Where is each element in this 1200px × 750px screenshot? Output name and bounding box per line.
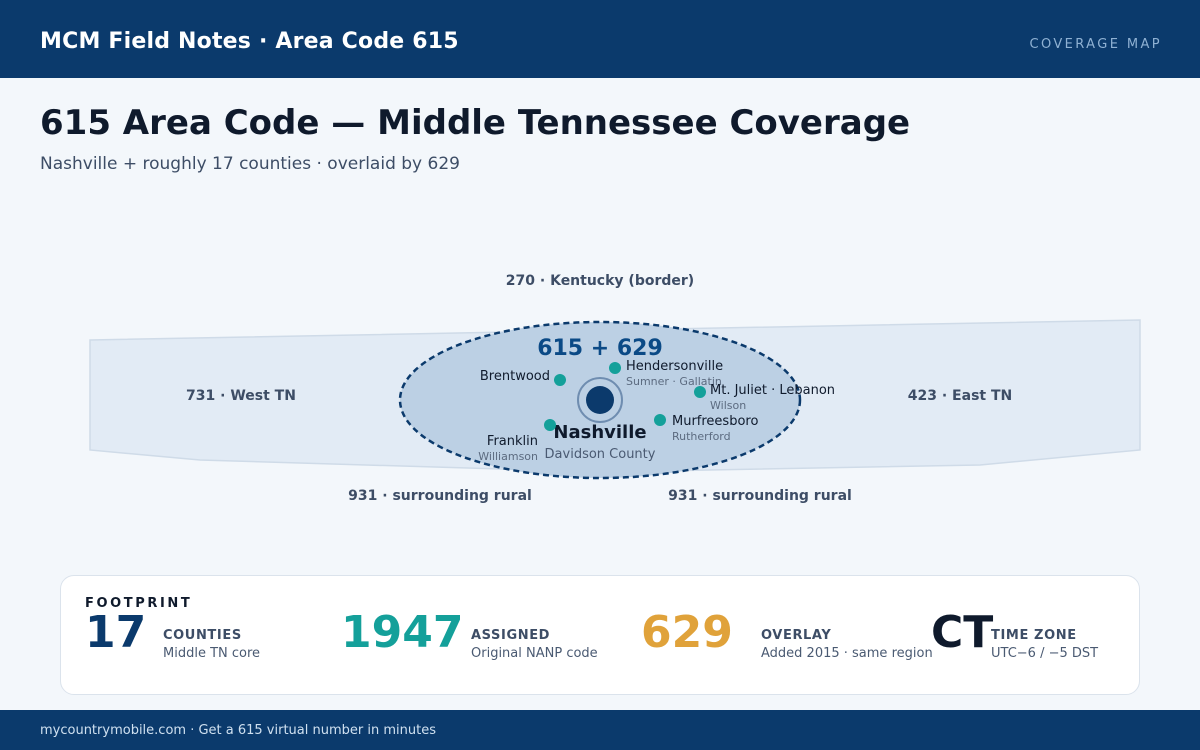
hendersonville-marker-icon xyxy=(609,362,621,374)
footer-bar: mycountrymobile.com · Get a 615 virtual … xyxy=(0,710,1200,750)
top-bar: MCM Field Notes · Area Code 615 COVERAGE… xyxy=(0,0,1200,78)
brentwood-marker-icon xyxy=(554,374,566,386)
nashville-marker-icon xyxy=(586,386,614,414)
stat-timezone-desc: UTC−6 / −5 DST xyxy=(991,646,1099,661)
south-neighbor-label-right: 931 · surrounding rural xyxy=(668,488,852,504)
county-label-rutherford: Rutherford xyxy=(672,430,731,443)
county-label-sumner: Sumner · Gallatin xyxy=(626,375,722,388)
page-title: 615 Area Code — Middle Tennessee Coverag… xyxy=(40,103,911,143)
north-neighbor-label: 270 · Kentucky (border) xyxy=(506,273,694,289)
stat-overlay-value: 629 xyxy=(641,607,733,658)
murfreesboro-marker-icon xyxy=(654,414,666,426)
city-label-mt-juliet: Mt. Juliet · Lebanon xyxy=(710,383,835,398)
stat-overlay-desc: Added 2015 · same region xyxy=(761,646,933,661)
nashville-ring xyxy=(577,377,623,423)
city-label-brentwood: Brentwood xyxy=(480,369,550,384)
footprint-card: FOOTPRINT 17 COUNTIES Middle TN core 194… xyxy=(60,575,1140,695)
city-label-hendersonville: Hendersonville xyxy=(626,359,723,374)
footer-link[interactable]: mycountrymobile.com · Get a 615 virtual … xyxy=(40,723,436,738)
stat-assigned-desc: Original NANP code xyxy=(471,646,598,661)
center-county-label: Davidson County xyxy=(545,447,656,462)
mt-juliet-marker-icon xyxy=(694,386,706,398)
city-label-murfreesboro: Murfreesboro xyxy=(672,414,758,429)
stat-counties-value: 17 xyxy=(85,607,147,658)
section-label: COVERAGE MAP xyxy=(1029,37,1162,52)
stat-counties-desc: Middle TN core xyxy=(163,646,261,661)
stat-timezone-title: TIME ZONE xyxy=(991,628,1077,643)
franklin-marker-icon xyxy=(544,419,556,431)
stat-timezone-value: CT xyxy=(931,607,994,658)
footprint-label: FOOTPRINT xyxy=(85,596,193,611)
stat-assigned-title: ASSIGNED xyxy=(471,628,551,643)
south-neighbor-label-left: 931 · surrounding rural xyxy=(348,488,532,504)
center-city-label: Nashville xyxy=(553,422,646,443)
page-subtitle: Nashville + roughly 17 counties · overla… xyxy=(40,154,460,174)
stat-assigned-value: 1947 xyxy=(341,607,464,658)
stat-overlay-title: OVERLAY xyxy=(761,628,832,643)
county-label-williamson: Williamson xyxy=(478,450,538,463)
brand-title: MCM Field Notes · Area Code 615 xyxy=(40,29,459,54)
east-neighbor-label: 423 · East TN xyxy=(908,388,1012,404)
west-neighbor-label: 731 · West TN xyxy=(186,388,296,404)
city-label-franklin: Franklin xyxy=(487,434,538,449)
zone-label: 615 + 629 xyxy=(537,336,663,361)
stat-counties-title: COUNTIES xyxy=(163,628,242,643)
county-label-wilson: Wilson xyxy=(710,399,746,412)
